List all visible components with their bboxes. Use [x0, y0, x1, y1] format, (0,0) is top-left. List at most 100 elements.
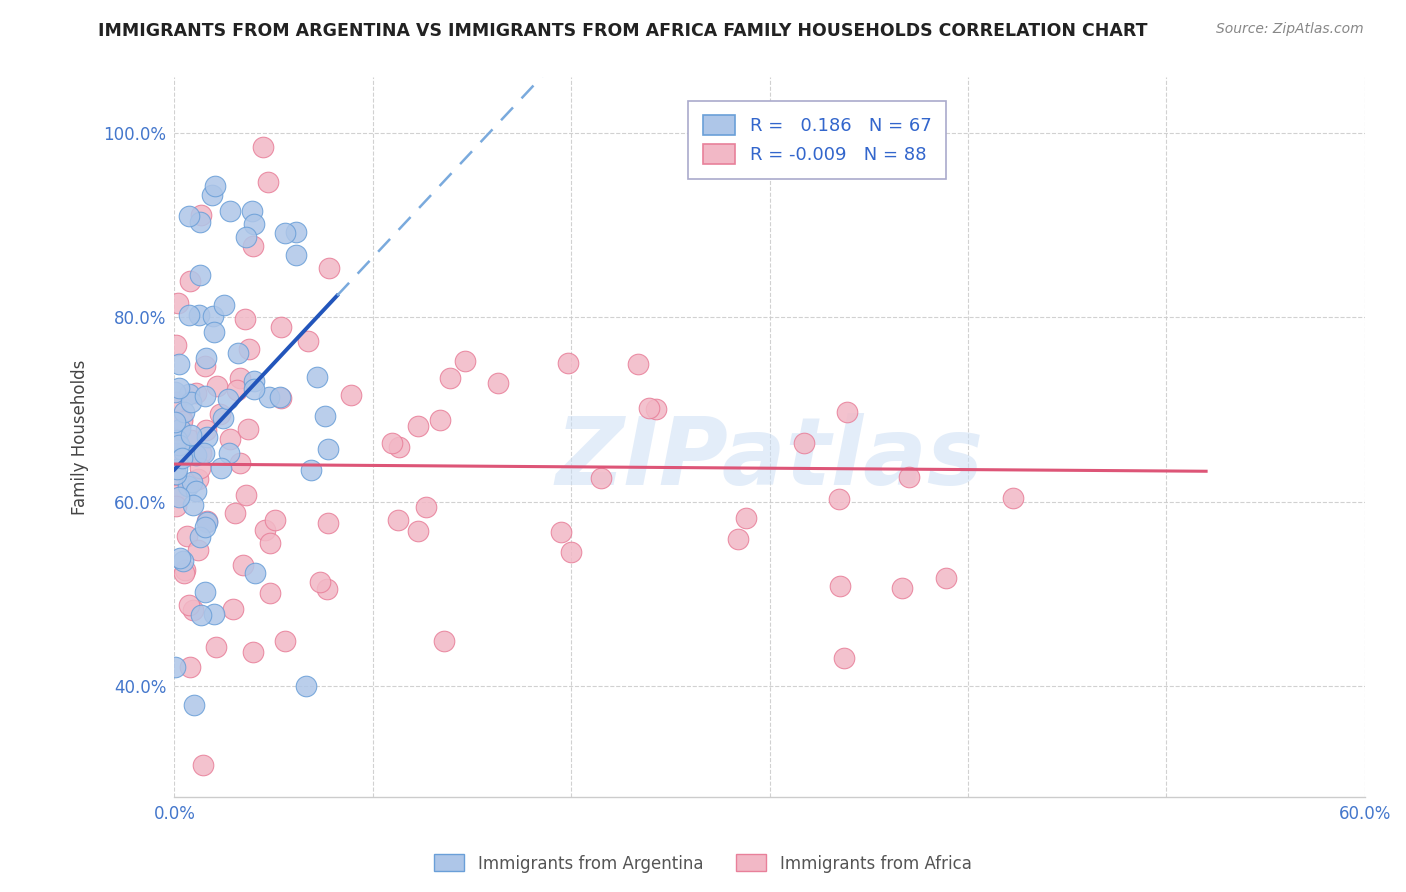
- Point: [644, 402, 666, 417]
- Point: [173, 445, 195, 459]
- Point: [242, 239, 264, 253]
- Point: [433, 633, 456, 648]
- Point: [339, 388, 361, 402]
- Point: [387, 513, 409, 527]
- Point: [195, 514, 218, 528]
- Point: [165, 338, 187, 352]
- Point: [284, 248, 307, 262]
- Point: [169, 357, 191, 371]
- Point: [627, 357, 650, 371]
- Point: [177, 479, 200, 493]
- Point: [270, 392, 292, 406]
- Point: [235, 488, 257, 502]
- Point: [270, 320, 292, 334]
- Point: [170, 451, 193, 466]
- Point: [176, 529, 198, 543]
- Point: [222, 601, 245, 615]
- Point: [174, 563, 197, 577]
- Point: [233, 312, 256, 326]
- Point: [207, 379, 229, 393]
- Point: [259, 536, 281, 550]
- Point: [381, 436, 404, 450]
- Point: [486, 376, 509, 390]
- Point: [305, 370, 328, 384]
- Point: [201, 187, 224, 202]
- Point: [406, 524, 429, 538]
- Point: [219, 203, 242, 218]
- Point: [318, 260, 340, 275]
- Point: [187, 308, 209, 322]
- Point: [406, 418, 429, 433]
- Point: [232, 558, 254, 572]
- Point: [167, 295, 190, 310]
- Point: [184, 483, 207, 498]
- Point: [188, 268, 211, 282]
- Point: [165, 499, 187, 513]
- Point: [212, 411, 235, 425]
- Point: [295, 679, 318, 693]
- Point: [734, 510, 756, 524]
- Point: [229, 457, 252, 471]
- Point: [194, 351, 217, 366]
- Point: [194, 585, 217, 599]
- Point: [415, 500, 437, 514]
- Point: [172, 411, 194, 425]
- Point: [235, 230, 257, 244]
- Point: [256, 176, 278, 190]
- Point: [557, 356, 579, 370]
- Point: [165, 395, 187, 409]
- Text: ZIPatlas: ZIPatlas: [555, 413, 984, 505]
- Point: [212, 298, 235, 312]
- Point: [173, 404, 195, 418]
- Point: [429, 413, 451, 427]
- Point: [166, 423, 188, 437]
- Point: [179, 209, 201, 223]
- Point: [166, 433, 188, 447]
- Point: [243, 382, 266, 396]
- Point: [828, 491, 851, 506]
- Point: [165, 467, 187, 481]
- Point: [181, 603, 204, 617]
- Point: [209, 461, 232, 475]
- Point: [188, 215, 211, 229]
- Point: [188, 530, 211, 544]
- Point: [190, 446, 212, 460]
- Point: [165, 482, 187, 496]
- Point: [194, 389, 217, 403]
- Point: [243, 217, 266, 231]
- Point: [316, 516, 339, 530]
- Point: [245, 566, 267, 581]
- Point: [169, 422, 191, 436]
- Point: [793, 435, 815, 450]
- Point: [180, 395, 202, 409]
- Point: [184, 448, 207, 462]
- Point: [638, 401, 661, 415]
- Point: [252, 140, 274, 154]
- Point: [274, 226, 297, 240]
- Point: [181, 475, 204, 489]
- Point: [269, 390, 291, 404]
- Point: [165, 488, 187, 502]
- Point: [454, 354, 477, 368]
- Point: [217, 392, 239, 406]
- Point: [166, 446, 188, 460]
- Point: [193, 519, 215, 533]
- Point: [830, 579, 852, 593]
- Point: [224, 506, 246, 520]
- Point: [202, 325, 225, 339]
- Point: [209, 407, 232, 421]
- Point: [177, 599, 200, 613]
- Point: [201, 309, 224, 323]
- Text: IMMIGRANTS FROM ARGENTINA VS IMMIGRANTS FROM AFRICA FAMILY HOUSEHOLDS CORRELATIO: IMMIGRANTS FROM ARGENTINA VS IMMIGRANTS …: [98, 22, 1147, 40]
- Point: [316, 582, 339, 596]
- Point: [238, 421, 260, 435]
- Point: [299, 463, 322, 477]
- Point: [186, 385, 208, 400]
- Point: [195, 430, 218, 444]
- Point: [240, 204, 263, 219]
- Point: [259, 390, 281, 404]
- Point: [727, 532, 749, 546]
- Point: [218, 446, 240, 460]
- Point: [935, 571, 957, 585]
- Point: [167, 381, 190, 395]
